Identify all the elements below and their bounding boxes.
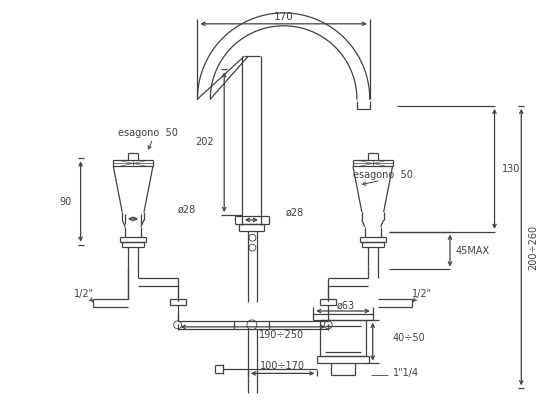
- Text: ø28: ø28: [286, 208, 304, 218]
- Text: 1/2": 1/2": [412, 289, 433, 299]
- Text: 1/2": 1/2": [73, 289, 93, 299]
- Text: 45MAX: 45MAX: [456, 246, 490, 256]
- Text: 200÷260: 200÷260: [528, 225, 538, 270]
- Text: ø28: ø28: [178, 205, 196, 215]
- Text: 130: 130: [502, 164, 521, 174]
- Text: esagono  50: esagono 50: [353, 170, 413, 180]
- Text: 1"1/4: 1"1/4: [393, 368, 418, 378]
- Text: 90: 90: [59, 196, 72, 206]
- Text: esagono  50: esagono 50: [118, 128, 178, 138]
- Text: ø63: ø63: [337, 301, 355, 311]
- Text: 100÷170: 100÷170: [260, 362, 305, 372]
- Text: 40÷50: 40÷50: [393, 333, 426, 343]
- Text: 170: 170: [274, 12, 293, 22]
- Text: 190÷250: 190÷250: [259, 330, 304, 340]
- Text: 202: 202: [195, 137, 214, 147]
